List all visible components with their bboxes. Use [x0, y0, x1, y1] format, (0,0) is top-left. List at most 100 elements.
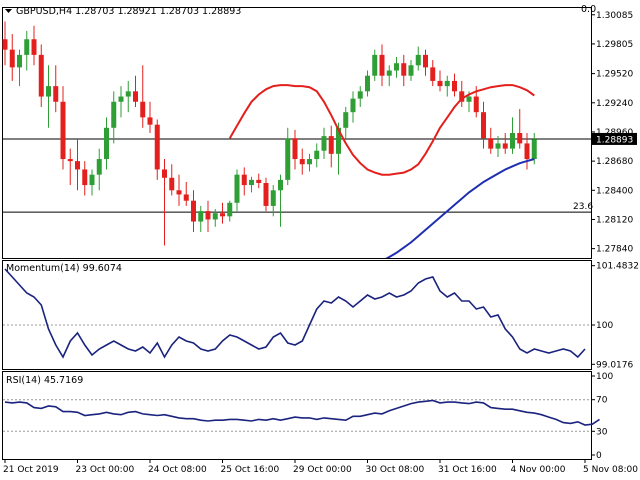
candle-body: [379, 54, 385, 76]
candle-body: [328, 136, 334, 154]
candle-body: [89, 174, 95, 186]
rsi-panel: 100 70 30 0: [3, 372, 613, 461]
momentum-panel: 101.4832 100 99.0176: [3, 262, 639, 370]
candle-body: [24, 39, 30, 55]
candle-body: [510, 133, 515, 149]
candle-body: [220, 213, 225, 217]
candle-body: [321, 136, 327, 151]
time-tick-label: 5 Nov 08:00: [583, 465, 638, 475]
candle-body: [401, 63, 407, 76]
candle-body: [423, 54, 428, 68]
candle-body: [183, 194, 189, 201]
top-right-value: 0.0: [581, 4, 596, 15]
rsi-tick-label: 30: [596, 427, 608, 437]
candle-body: [234, 174, 240, 203]
symbol-dropdown-icon[interactable]: [5, 9, 12, 13]
candle-body: [444, 80, 450, 87]
candle-body: [495, 143, 501, 149]
price-panel: 1.300851.298051.295201.292401.289601.286…: [2, 11, 637, 258]
current-price-label: 1.28893: [596, 135, 633, 145]
candle-body: [111, 101, 117, 128]
candle-body: [249, 179, 254, 186]
candle-body: [227, 202, 233, 217]
candle-body: [46, 86, 51, 97]
time-tick-label: 25 Oct 16:00: [221, 465, 280, 475]
slow-moving-average-line: [385, 158, 535, 258]
fibonacci-level-label: 23.6: [573, 202, 593, 212]
candle-body: [82, 169, 88, 186]
candle-body: [256, 179, 262, 183]
candle-body: [488, 138, 494, 149]
candle-body: [133, 91, 138, 102]
momentum-panel-frame: [2, 260, 592, 370]
candle-body: [176, 190, 182, 195]
candle-body: [386, 70, 392, 76]
candle-body: [96, 159, 102, 175]
candle-body: [162, 169, 167, 178]
candle-body: [415, 54, 421, 66]
price-tick-label: 1.29520: [596, 70, 633, 80]
candle-body: [357, 91, 363, 99]
rsi-line: [4, 399, 600, 426]
price-tick-label: 1.29805: [596, 40, 633, 50]
current-price-box: [592, 132, 637, 145]
time-tick-label: 30 Oct 08:00: [366, 465, 425, 475]
candle-body: [38, 54, 44, 97]
candle-body: [241, 174, 247, 186]
candle-body: [336, 127, 341, 154]
candle-body: [531, 139, 537, 160]
candle-body: [365, 75, 370, 92]
momentum-tick-label: 101.4832: [596, 262, 639, 272]
candle-body: [53, 86, 59, 102]
candle-body: [31, 39, 37, 55]
candle-body: [314, 150, 320, 160]
candle-body: [212, 213, 218, 220]
candle-body: [75, 161, 80, 170]
candle-body: [205, 211, 211, 220]
momentum-line: [4, 268, 586, 359]
price-panel-frame: [2, 7, 592, 259]
price-tick-label: 1.28400: [596, 186, 633, 196]
candle-body: [473, 96, 479, 113]
candle-body: [517, 133, 523, 144]
candle-body: [466, 96, 472, 102]
candle-body: [408, 65, 414, 76]
time-axis: 21 Oct 2019 23 Oct 00:00 24 Oct 08:00 25 Oc…: [3, 459, 638, 475]
candle-body: [278, 179, 283, 191]
rsi-tick-label: 70: [596, 396, 608, 406]
candle-body: [394, 63, 399, 71]
candle-body: [307, 159, 312, 165]
candle-body: [2, 39, 8, 50]
candle-body: [263, 183, 269, 206]
candle-body: [452, 80, 457, 92]
price-tick-label: 1.27840: [596, 245, 633, 255]
candle-body: [502, 143, 508, 149]
time-tick-label: 4 Nov 00:00: [511, 465, 566, 475]
price-tick-label: 1.28680: [596, 157, 633, 167]
candle-body: [169, 177, 175, 191]
candle-body: [118, 96, 124, 102]
candle-body: [270, 190, 276, 206]
candle-body: [60, 101, 66, 160]
candle-body: [285, 138, 291, 180]
time-tick-label: 29 Oct 00:00: [293, 465, 352, 475]
candle-body: [481, 112, 486, 139]
candle-body: [350, 98, 356, 113]
candle-body: [198, 211, 204, 222]
candle-body: [343, 112, 349, 128]
candle-body: [459, 91, 465, 102]
candle-body: [524, 143, 530, 160]
rsi-title: RSI(14) 45.7169: [6, 375, 83, 386]
fast-moving-average-line: [228, 84, 535, 176]
candle-body: [292, 138, 298, 160]
momentum-title: Momentum(14) 99.6074: [6, 263, 122, 274]
candle-body: [154, 124, 160, 170]
time-tick-label: 24 Oct 08:00: [148, 465, 207, 475]
time-tick-label: 21 Oct 2019: [3, 465, 59, 475]
price-tick-label: 1.30085: [596, 11, 633, 21]
time-tick-label: 31 Oct 16:00: [438, 465, 497, 475]
candle-body: [104, 127, 109, 160]
momentum-tick-label: 99.0176: [596, 360, 633, 370]
candle-body: [299, 159, 305, 165]
